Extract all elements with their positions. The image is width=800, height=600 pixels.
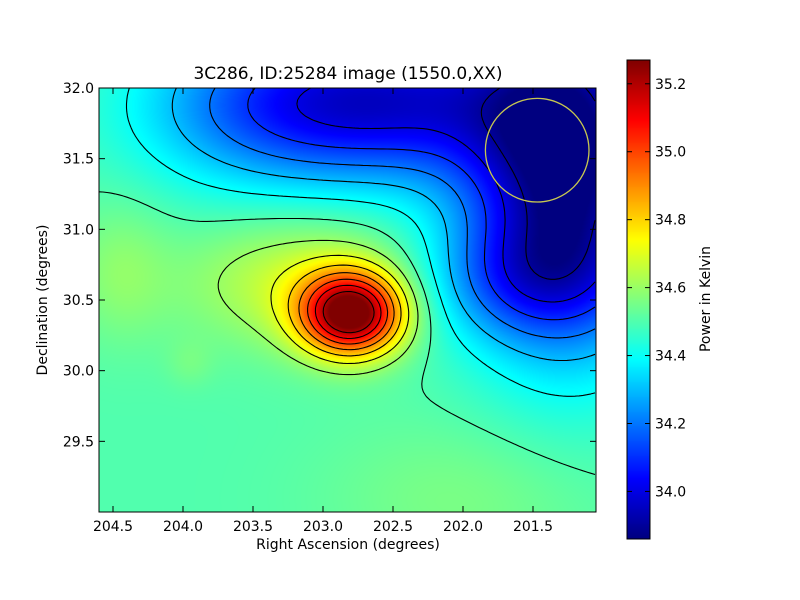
- y-tick-label: 32.0: [63, 81, 94, 97]
- y-axis-ticks: 29.5 30.0 30.5 31.0 31.5 32.0: [63, 81, 596, 450]
- x-tick-label: 202.5: [373, 519, 413, 535]
- plot-area: [98, 87, 597, 513]
- x-tick-label: 204.0: [163, 519, 203, 535]
- y-axis-label: Declination (degrees): [35, 225, 51, 376]
- colorbar-tick-label: 35.0: [655, 145, 686, 161]
- contour-34.4: [125, 88, 596, 397]
- contour-lines: [99, 88, 596, 476]
- contour-34.3: [171, 88, 596, 362]
- colorbar-tick-label: 34.0: [655, 484, 686, 500]
- y-tick-label: 30.0: [63, 364, 94, 380]
- x-tick-label: 204.5: [93, 519, 133, 535]
- colorbar-gradient: [627, 60, 650, 539]
- x-axis-ticks: 204.5 204.0 203.5 203.0 202.5 202.0 201.5: [93, 88, 553, 535]
- colorbar-label: Power in Kelvin: [698, 246, 714, 352]
- colorbar: 34.0 34.2 34.4 34.6 34.8 35.0 35.2 Power in Ke…: [626, 59, 714, 540]
- contour-34.8: [287, 264, 402, 357]
- x-tick-label: 203.0: [303, 519, 343, 535]
- contour-34.7: [270, 254, 410, 365]
- contour-34.6: [217, 239, 419, 376]
- contour-35.0: [307, 278, 389, 345]
- heatmap-image: [99, 88, 596, 512]
- y-tick-label: 29.5: [63, 434, 94, 450]
- y-tick-label: 30.5: [63, 293, 94, 309]
- contour-35.1: [314, 284, 382, 340]
- x-tick-label: 202.0: [443, 519, 483, 535]
- colorbar-tick-label: 34.8: [655, 213, 686, 229]
- contour-34.2: [209, 88, 596, 339]
- colorbar-tick-label: 35.2: [655, 77, 686, 93]
- contour-34.5: [99, 191, 596, 476]
- contour-34.9: [298, 272, 395, 351]
- contour-33.9: [480, 88, 596, 280]
- x-tick-label: 201.5: [513, 519, 553, 535]
- x-tick-label: 203.5: [233, 519, 273, 535]
- y-tick-label: 31.5: [63, 152, 94, 168]
- x-axis-label: Right Ascension (degrees): [256, 537, 440, 553]
- chart-title: 3C286, ID:25284 image (1550.0,XX): [193, 64, 502, 84]
- colorbar-tick-label: 34.2: [655, 416, 686, 432]
- colorbar-ticks: 34.0 34.2 34.4 34.6 34.8 35.0 35.2: [627, 77, 686, 500]
- colorbar-tick-label: 34.6: [655, 281, 686, 297]
- y-tick-label: 31.0: [63, 222, 94, 238]
- beam-circle: [484, 97, 590, 203]
- colorbar-frame: [626, 59, 651, 540]
- contour-35.2: [322, 290, 375, 334]
- colorbar-tick-label: 34.4: [655, 349, 686, 365]
